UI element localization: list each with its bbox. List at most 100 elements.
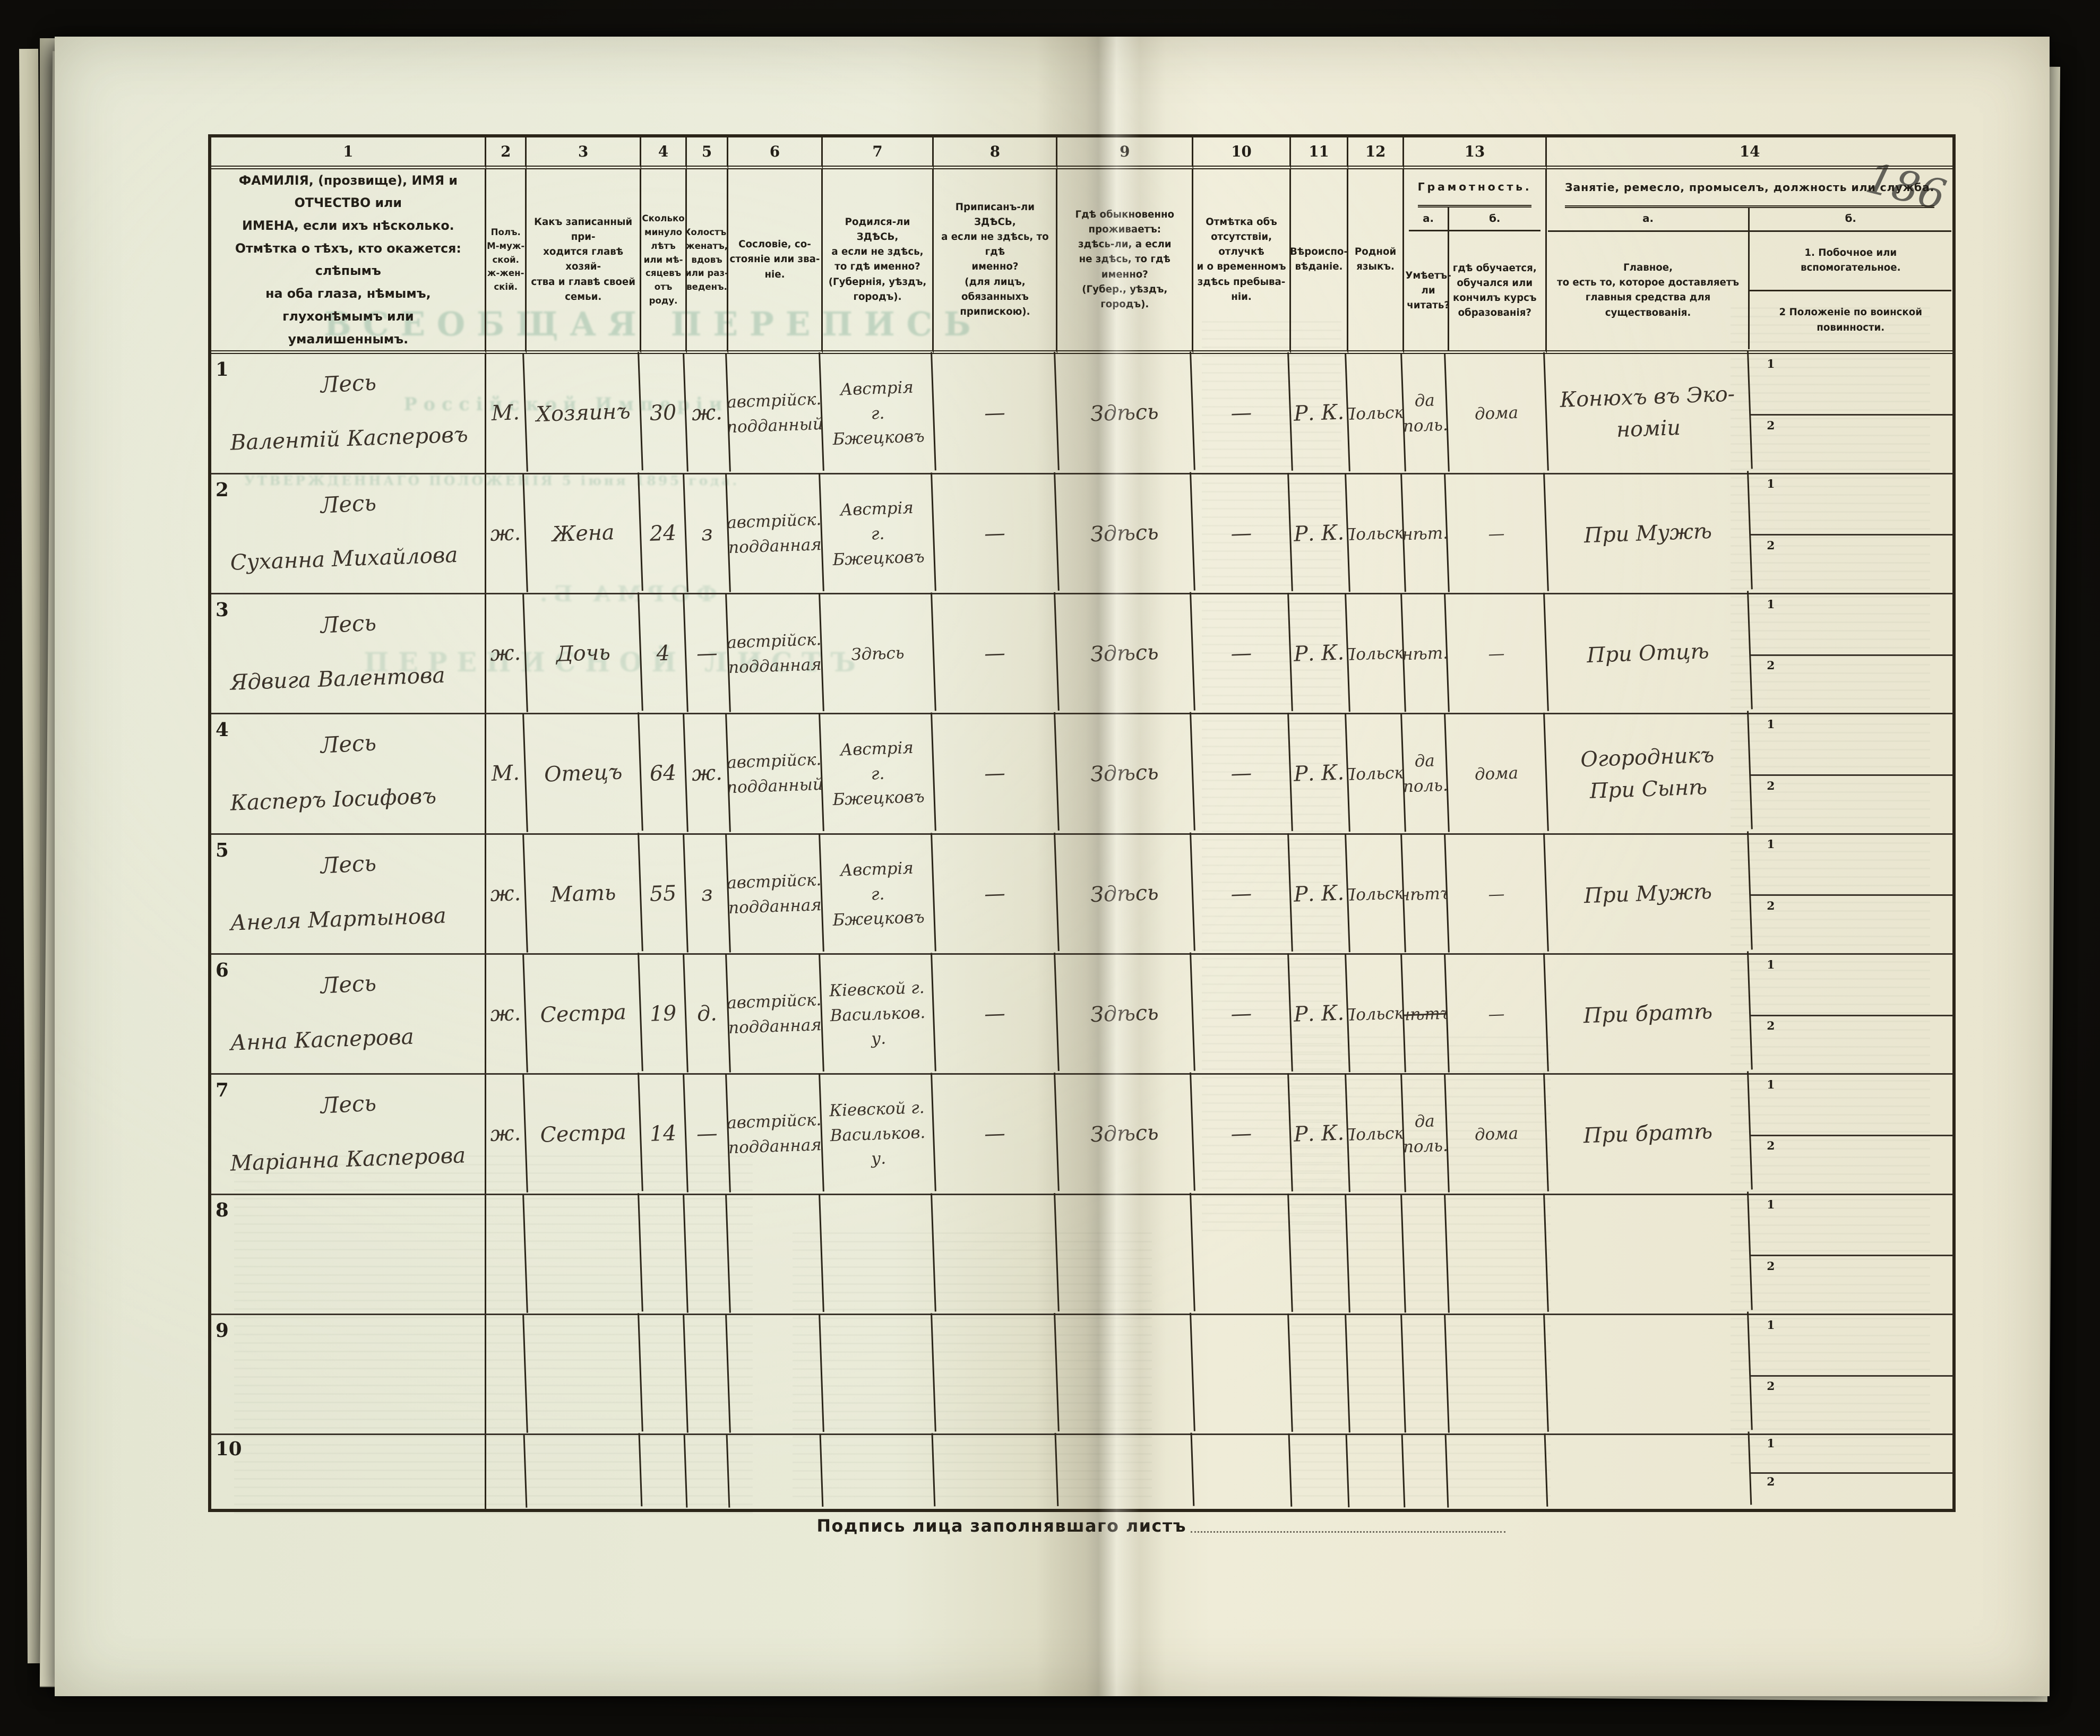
- table-row: 9 1 2: [211, 1311, 1953, 1437]
- cell-religion: Р. К.: [1289, 1074, 1350, 1195]
- cell-residence: Здѣсь: [1055, 952, 1196, 1076]
- cell-literacy-text: нѣт.: [1402, 643, 1449, 664]
- header-literacy-title: Грамотность.: [1417, 169, 1532, 208]
- sub-row-number: 1: [1767, 358, 1775, 372]
- sub-row-number: 1: [1767, 598, 1775, 611]
- cell-name: 3 Лесь Ядвига Валентова: [211, 594, 487, 713]
- header-literacy-b: б. гдѣ обучается, обучался или кончилъ к…: [1449, 208, 1540, 350]
- cell-surname: [217, 1439, 479, 1458]
- sub-row-number: 2: [1767, 899, 1775, 913]
- cell-residence: [1055, 1312, 1196, 1436]
- cell-secondary-occupation: 1 2: [1750, 714, 1953, 833]
- table-body: 1 Лесь Валентій Касперовъ М. Хозяинъ 30 …: [211, 350, 1953, 1513]
- cell-birthplace: Австрія г. Бжецковъ: [820, 352, 936, 475]
- row-number: 1: [215, 359, 229, 381]
- cell-given-name: Анна Касперова: [229, 1024, 414, 1056]
- sub-row-number: 2: [1767, 539, 1775, 552]
- cell-education: —: [1445, 472, 1549, 595]
- header-literacy-b-text: гдѣ обучается, обучался или кончилъ курс…: [1452, 262, 1537, 319]
- sub-row-number: 2: [1767, 1139, 1775, 1153]
- cell-surname: Лесь: [320, 609, 377, 638]
- cell-birthplace: Кіевской г. Васильков. у.: [820, 953, 936, 1075]
- cell-residence: [1055, 1193, 1196, 1316]
- cell-literacy: [1402, 1314, 1450, 1435]
- cell-literacy: да поль.: [1402, 1074, 1450, 1194]
- cell-estate: австрійск. подданная: [726, 833, 825, 955]
- header-occupation-b-item1: 1. Побочное или вспомогательное.: [1750, 232, 1952, 291]
- secondary-occupation-sub1: 1: [1750, 1435, 1953, 1474]
- cell-religion: Р. К.: [1289, 713, 1350, 834]
- table-row: 2 Лесь Суханна Михайлова ж. Жена 24 з ав…: [211, 471, 1953, 597]
- cell-registration: —: [932, 952, 1060, 1076]
- cell-birthplace: Австрія г. Бжецковъ: [820, 472, 936, 595]
- cell-sex: [485, 1434, 528, 1509]
- cell-age: 24: [639, 473, 689, 594]
- cell-education: [1445, 1193, 1549, 1316]
- cell-sex: ж.: [484, 954, 529, 1074]
- header-sub-label: а.: [1547, 208, 1749, 232]
- sub-row-number: 2: [1767, 1259, 1775, 1273]
- cell-marital: —: [684, 593, 731, 714]
- cell-education: дома: [1445, 352, 1549, 474]
- cell-education: [1445, 1313, 1549, 1436]
- cell-absence: —: [1191, 592, 1293, 715]
- column-number: 3: [526, 137, 642, 169]
- column-number: 6: [728, 137, 823, 169]
- row-number: 10: [215, 1438, 242, 1460]
- secondary-occupation-sub1: 1: [1750, 1195, 1953, 1257]
- cell-occupation: При братѣ: [1545, 951, 1753, 1077]
- row-number: 7: [215, 1079, 229, 1102]
- cell-birthplace: Здѣсь: [820, 592, 936, 715]
- cell-name: 7 Лесь Маріанна Касперова: [211, 1075, 487, 1194]
- secondary-occupation-sub1: 1: [1750, 594, 1953, 656]
- cell-relation: Мать: [524, 832, 644, 955]
- column-number: 13: [1404, 137, 1547, 169]
- secondary-occupation-sub1: 1: [1750, 1075, 1953, 1137]
- cell-education: дома: [1445, 1073, 1549, 1195]
- sub-row-number: 1: [1767, 838, 1775, 852]
- cell-estate: австрійск. подданный: [726, 352, 825, 474]
- cell-absence: [1191, 1313, 1293, 1436]
- cell-absence: —: [1191, 833, 1293, 955]
- cell-absence: —: [1191, 1073, 1293, 1195]
- cell-occupation: Огородникъ При Сынѣ: [1545, 711, 1753, 837]
- cell-sex: ж.: [484, 1074, 529, 1194]
- cell-literacy: [1402, 1194, 1450, 1315]
- cell-language: [1347, 1434, 1406, 1510]
- cell-literacy-text: да поль.: [1402, 1111, 1449, 1157]
- cell-occupation: Конюхъ въ Эко- номіи: [1545, 350, 1753, 477]
- cell-marital: ж.: [684, 713, 731, 834]
- cell-sex: [484, 1314, 529, 1435]
- cell-estate: [727, 1433, 824, 1510]
- cell-language: Польск.: [1346, 593, 1406, 714]
- cell-literacy: нѣтъ: [1402, 834, 1450, 954]
- cell-given-name: [217, 1464, 480, 1478]
- cell-residence: Здѣсь: [1055, 472, 1196, 595]
- cell-religion: [1289, 1314, 1350, 1435]
- cell-birthplace: Австрія г. Бжецковъ: [820, 712, 936, 835]
- secondary-occupation-sub1: 1: [1750, 474, 1953, 536]
- cell-marital: —: [684, 1074, 731, 1194]
- secondary-occupation-sub2: 2: [1751, 1136, 1952, 1193]
- header-literacy-a: а. Умѣетъ- ли читать?: [1405, 207, 1451, 350]
- cell-name: 1 Лесь Валентій Касперовъ: [211, 354, 487, 473]
- cell-literacy: нѣт.: [1402, 593, 1450, 714]
- cell-registration: [933, 1433, 1059, 1511]
- cell-surname: Лесь: [320, 369, 377, 399]
- cell-surname: Лесь: [320, 970, 377, 999]
- cell-registration: [932, 1312, 1060, 1436]
- cell-name: 9: [211, 1315, 487, 1434]
- cell-relation: Сестра: [524, 953, 644, 1075]
- cell-residence: Здѣсь: [1055, 712, 1196, 835]
- sub-row-number: 2: [1767, 419, 1775, 433]
- secondary-occupation-sub1: 1: [1750, 1315, 1953, 1377]
- cell-literacy-text: нѣтъ: [1402, 883, 1450, 904]
- cell-name: 5 Лесь Анеля Мартынова: [211, 834, 487, 953]
- cell-sex: М.: [484, 353, 529, 473]
- cell-literacy: нѣтъ: [1402, 954, 1450, 1074]
- table-row: 1 Лесь Валентій Касперовъ М. Хозяинъ 30 …: [211, 350, 1953, 477]
- column-number: 2: [486, 137, 527, 169]
- header-name: ФАМИЛІЯ, (прозвище), ИМЯ и ОТЧЕСТВО или …: [211, 169, 487, 355]
- cell-surname: Лесь: [320, 849, 377, 879]
- row-number: 9: [215, 1319, 229, 1342]
